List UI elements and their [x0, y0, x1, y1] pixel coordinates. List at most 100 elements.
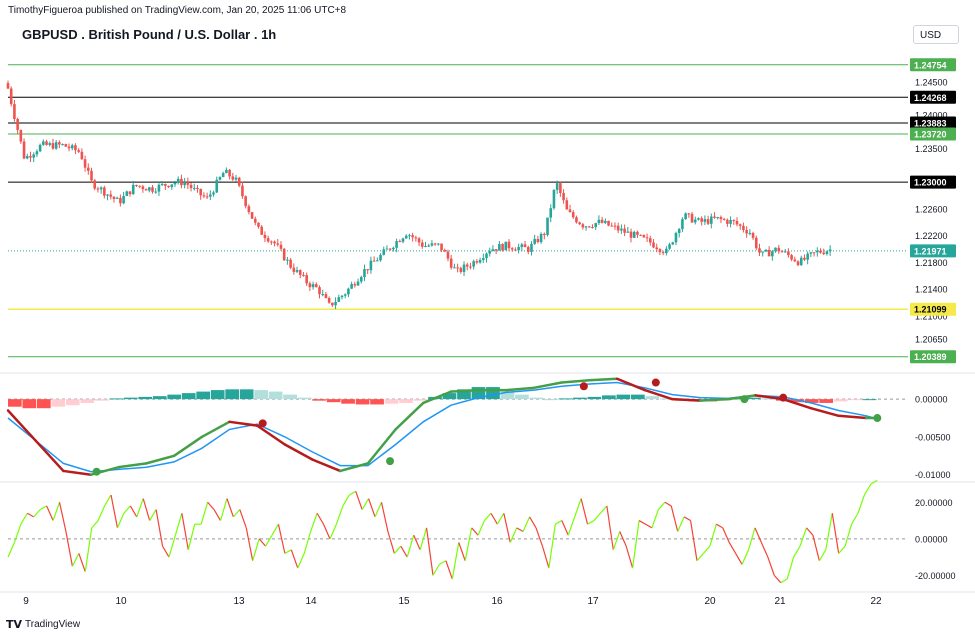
oscillator-segment [271, 523, 279, 536]
candle-body [594, 223, 598, 228]
candle-body [151, 187, 154, 192]
candle-body [716, 217, 720, 219]
candle-body [199, 188, 202, 196]
candle-body [324, 294, 328, 299]
time-axis-tick: 16 [491, 596, 503, 607]
price-level-label: 1.23883 [914, 119, 947, 129]
candle-body [253, 218, 257, 223]
macd-pane: 0.00000 -0.00500 -0.01000 [6, 377, 951, 480]
price-level-badge [910, 90, 956, 104]
candle-body [221, 173, 225, 178]
oscillator-segment [310, 513, 318, 532]
oscillator-segment [677, 516, 685, 532]
oscillator-segment [464, 527, 473, 561]
time-axis-tick: 17 [587, 596, 599, 607]
oscillator-segment [52, 502, 61, 521]
oscillator-segment [316, 512, 325, 525]
macd-histogram-bar [355, 399, 370, 405]
signal-line-segment [671, 397, 702, 402]
candle-body [144, 189, 148, 191]
candle-body [475, 261, 479, 263]
oscillator-segment [657, 501, 666, 510]
oscillator-axis-tick: 0.00000 [915, 534, 948, 544]
macd-histogram-bar [312, 399, 326, 401]
candle-body [9, 88, 13, 105]
candle-body [414, 237, 418, 239]
oscillator-segment [548, 524, 556, 569]
oscillator-segment [104, 494, 112, 507]
candle-body [738, 224, 742, 226]
macd-cross-marker [258, 419, 267, 428]
oscillator-segment [239, 509, 247, 529]
macd-histogram-bar [862, 399, 877, 401]
candle-body [626, 231, 630, 233]
candle-body [22, 141, 26, 159]
candle-body [636, 231, 639, 235]
macd-histogram-bar [457, 389, 471, 400]
oscillator-segment [722, 527, 730, 543]
candle-body [260, 226, 264, 235]
macd-histogram-bar [51, 399, 66, 407]
macd-histogram-bar [848, 399, 863, 401]
candle-body [276, 243, 280, 245]
candle-body [655, 247, 659, 250]
candle-body [754, 237, 758, 249]
candle-body [629, 231, 633, 238]
candle-body [96, 188, 100, 190]
oscillator-segment [741, 549, 750, 565]
candle-body [417, 238, 421, 243]
macd-histogram-bar [283, 394, 297, 400]
candle-body [311, 284, 315, 288]
price-level-label: 1.20389 [914, 352, 947, 362]
candle-body [645, 237, 649, 239]
oscillator-segment [226, 498, 234, 518]
currency-selector[interactable]: USD [913, 25, 959, 44]
macd-histogram-bar [413, 399, 428, 401]
oscillator-segment [245, 527, 254, 561]
candle-body [192, 188, 196, 190]
candle-body [13, 104, 16, 119]
macd-axis-tick: 0.00000 [915, 395, 948, 405]
candle-body [382, 249, 386, 255]
candle-body [726, 219, 729, 224]
candle-body [86, 167, 90, 171]
candle-body [48, 143, 52, 145]
price-level-badge [910, 175, 956, 189]
signal-line-segment [283, 443, 314, 461]
oscillator-segment [374, 502, 383, 518]
candle-body [106, 194, 109, 196]
oscillator-segment [322, 523, 331, 540]
candle-body [706, 219, 710, 224]
candle-body [51, 143, 55, 149]
oscillator-segment [355, 491, 363, 510]
signal-line-segment [34, 439, 65, 473]
candle-body [257, 222, 260, 227]
candle-body [244, 196, 247, 207]
candle-body [186, 182, 190, 185]
macd-histogram-bar [631, 394, 645, 400]
candle-body [793, 259, 797, 262]
candle-body [58, 142, 61, 145]
candle-body [38, 144, 42, 152]
time-axis-tick: 14 [305, 596, 317, 607]
candle-body [555, 183, 559, 191]
candle-body [459, 267, 463, 272]
candle-body [90, 170, 93, 181]
candle-body [543, 233, 546, 236]
macd-histogram-bar [384, 399, 399, 404]
macd-histogram-bar [370, 399, 384, 405]
candle-body [305, 275, 308, 284]
candle-body [19, 129, 23, 142]
candle-body [115, 197, 119, 199]
candle-body [523, 244, 527, 248]
candle-body [552, 190, 556, 209]
price-axis-tick: 1.21000 [915, 311, 948, 321]
oscillator-segment [33, 509, 41, 518]
price-axis-tick: 1.21400 [915, 285, 948, 295]
macd-histogram-bar [645, 396, 660, 400]
candle-body [164, 183, 167, 186]
candle-body [247, 206, 251, 213]
time-axis-tick: 13 [233, 596, 245, 607]
footer-brand[interactable]: 𝗧𝗩 TradingView [6, 618, 80, 631]
